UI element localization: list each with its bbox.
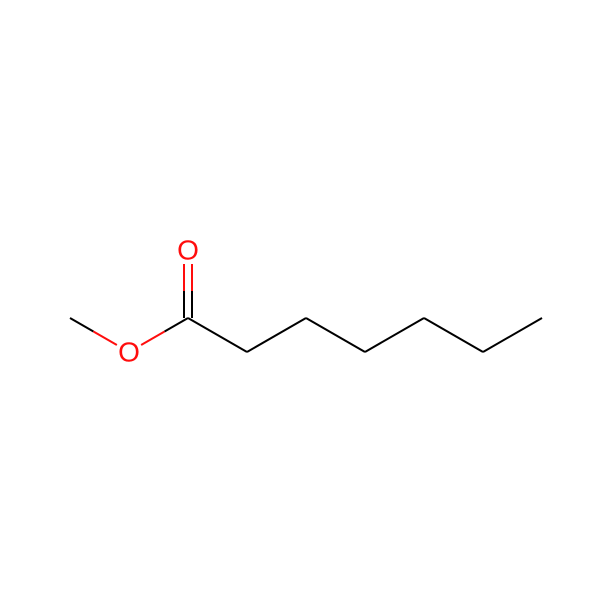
molecule-diagram: OO	[0, 0, 600, 600]
bond-line	[93, 332, 116, 346]
bond-line	[306, 318, 365, 352]
bond-line	[247, 318, 306, 352]
bond-line	[141, 332, 164, 346]
atom-label-o: O	[177, 235, 199, 266]
bond-line	[483, 318, 542, 352]
bond-line	[165, 318, 188, 332]
bond-line	[424, 318, 483, 352]
atom-label-o: O	[118, 337, 140, 368]
bond-line	[188, 318, 247, 352]
bond-line	[70, 318, 93, 332]
bond-line	[365, 318, 424, 352]
